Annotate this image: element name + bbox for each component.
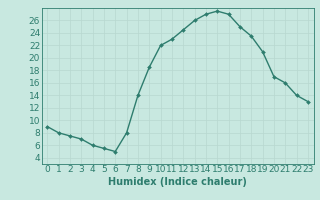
X-axis label: Humidex (Indice chaleur): Humidex (Indice chaleur) [108, 177, 247, 187]
